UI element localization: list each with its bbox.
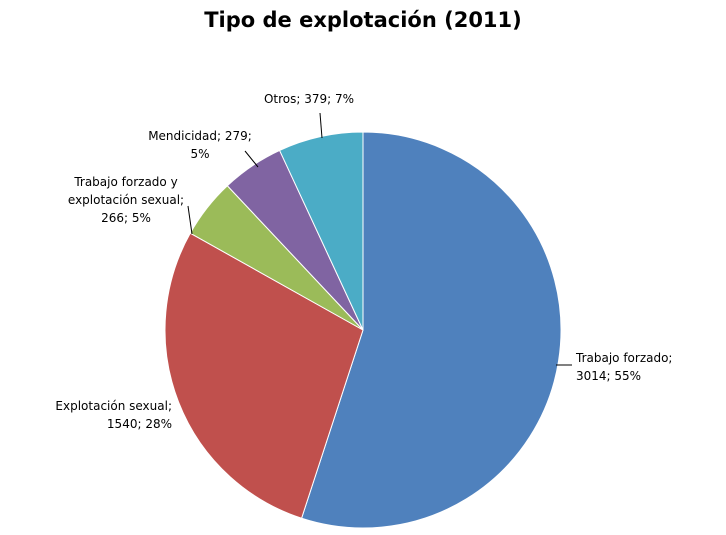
pie-slice-trabajo-forzado bbox=[300, 131, 562, 529]
data-label-line: Otros; 379; 7% bbox=[264, 92, 354, 106]
data-label: Mendicidad; 279; 5% bbox=[148, 129, 252, 161]
leader-line bbox=[244, 150, 259, 168]
pie-slice-otros bbox=[278, 131, 364, 331]
leader-line bbox=[319, 112, 323, 139]
data-label: Trabajo forzado y explotación sexual; 266;… bbox=[68, 175, 184, 225]
leader-line bbox=[187, 205, 193, 235]
data-label-line: 1540; 28% bbox=[107, 417, 172, 431]
data-label-line: Explotación sexual; bbox=[55, 399, 172, 413]
data-label-line: 3014; 55% bbox=[576, 369, 641, 383]
data-label: Otros; 379; 7% bbox=[264, 92, 354, 106]
data-label-line: 266; 5% bbox=[101, 211, 151, 225]
pie-slices bbox=[164, 131, 562, 529]
data-label: Trabajo forzado; 3014; 55% bbox=[575, 351, 672, 383]
data-labels: Trabajo forzado; 3014; 55% Explotación sex… bbox=[55, 92, 672, 431]
data-label: Explotación sexual; 1540; 28% bbox=[55, 399, 172, 431]
chart-title: Tipo de explotación (2011) bbox=[204, 8, 522, 32]
data-label-line: explotación sexual; bbox=[68, 193, 184, 207]
data-label-line: Trabajo forzado y bbox=[73, 175, 177, 189]
leader-lines bbox=[187, 112, 572, 366]
data-label-line: 5% bbox=[190, 147, 209, 161]
data-label-line: Mendicidad; 279; bbox=[148, 129, 252, 143]
pie-slice-explotaci-n-sexual bbox=[164, 232, 364, 519]
data-label-line: Trabajo forzado; bbox=[575, 351, 672, 365]
